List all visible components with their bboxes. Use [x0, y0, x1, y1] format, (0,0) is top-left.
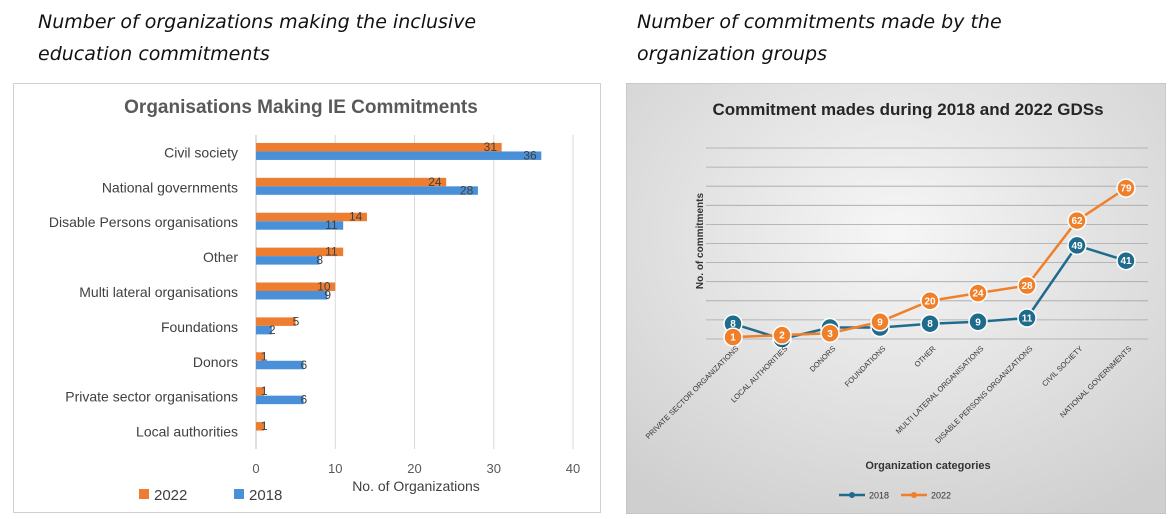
left-caption-line-2: education commitments [38, 43, 270, 65]
line-point-2022 [1116, 178, 1136, 198]
line-data-label: 62 [1071, 216, 1083, 227]
bar-2018 [256, 151, 542, 160]
line-data-label: 49 [1071, 241, 1083, 252]
bar-chart: Organisations Making IE Commitments 31 36… [13, 83, 601, 513]
line-point-2022 [920, 291, 940, 311]
bar-data-label: 6 [301, 358, 308, 372]
line-data-label: 8 [730, 319, 736, 330]
bar-data-label: 28 [460, 183, 474, 197]
line-legend-marker-2018 [849, 492, 855, 498]
right-caption-line-1: Number of commitments made by the [637, 11, 1002, 33]
bar-category-label: Disable Persons organisations [49, 214, 238, 230]
bar-2022 [256, 422, 264, 431]
line-point-2022 [968, 283, 988, 303]
bar-2018 [256, 395, 304, 405]
left-caption: Number of organizations making the inclu… [38, 6, 476, 70]
line-point-2022 [870, 312, 890, 332]
bar-category-label: Donors [193, 354, 238, 370]
bar-2022 [256, 142, 502, 152]
bar-2018 [256, 186, 478, 195]
bar-data-label: 1 [261, 349, 268, 363]
line-chart-y-axis-label: No. of commitments [695, 193, 706, 290]
bar-x-tick-label: 10 [328, 461, 342, 476]
bar-category-label: Local authorities [136, 424, 238, 440]
bar-data-label: 36 [523, 148, 537, 162]
bar-data-label: 1 [261, 419, 268, 433]
bar-chart-title: Organisations Making IE Commitments [124, 97, 478, 118]
bar-data-label: 8 [316, 253, 323, 267]
bar-category-label: Private sector organisations [65, 389, 238, 405]
bar-category-label: National governments [102, 179, 238, 195]
bar-2022 [256, 282, 336, 291]
bar-2022 [256, 247, 344, 257]
right-caption: Number of commitments made by the organi… [637, 6, 1002, 70]
line-point-2022 [723, 327, 743, 347]
line-data-label: 9 [877, 317, 883, 328]
line-chart-x-axis-label: Organization categories [865, 460, 990, 472]
bar-2022 [256, 177, 447, 187]
bar-data-label: 10 [317, 280, 331, 294]
line-point-2018 [920, 313, 940, 334]
bar-chart-x-axis-label: No. of Organizations [352, 478, 480, 494]
bar-category-label: Multi lateral organisations [79, 284, 238, 300]
bar-2018 [256, 325, 272, 335]
line-point-2018 [1067, 235, 1087, 256]
line-chart: Commitment mades during 2018 and 2022 GD… [626, 83, 1166, 514]
bar-data-label: 24 [428, 175, 442, 189]
bar-category-label: Foundations [161, 319, 238, 335]
line-data-label: 9 [975, 317, 981, 328]
bar-data-label: 5 [293, 314, 300, 328]
bar-data-label: 14 [349, 210, 363, 224]
bar-data-label: 11 [325, 245, 338, 259]
line-data-label: 28 [1021, 281, 1033, 292]
bar-legend-swatch-2018 [234, 489, 244, 499]
bar-2018 [256, 291, 328, 300]
bar-x-tick-label: 0 [252, 461, 259, 476]
bar-2022 [256, 387, 264, 396]
line-point-2022 [820, 323, 840, 344]
line-data-label: 3 [827, 329, 833, 340]
line-data-label: 1 [730, 333, 736, 344]
bar-2018 [256, 256, 320, 265]
bar-2022 [256, 212, 367, 222]
left-caption-line-1: Number of organizations making the inclu… [38, 11, 477, 33]
line-data-label: 2 [779, 331, 785, 342]
line-legend-label-2018: 2018 [869, 491, 889, 501]
bar-data-label: 11 [325, 218, 338, 232]
line-point-2022 [1067, 210, 1087, 231]
line-chart-title: Commitment mades during 2018 and 2022 GD… [712, 100, 1103, 119]
bar-data-label: 2 [269, 323, 276, 337]
bar-legend-label-2022: 2022 [154, 487, 187, 504]
line-data-label: 24 [972, 289, 984, 300]
bar-data-label: 9 [324, 288, 331, 302]
line-data-label: 41 [1120, 256, 1132, 267]
bar-2018 [256, 360, 304, 370]
line-chart-frame [626, 83, 1166, 514]
line-data-label: 79 [1120, 184, 1132, 195]
bar-x-tick-label: 20 [407, 461, 421, 476]
bar-2022 [256, 352, 264, 361]
line-point-2022 [1017, 275, 1037, 296]
bar-2022 [256, 317, 296, 326]
bar-data-label: 31 [484, 140, 498, 154]
line-data-label: 8 [927, 319, 933, 330]
bar-legend-label-2018: 2018 [249, 487, 282, 504]
bar-x-tick-label: 30 [487, 461, 501, 476]
bar-2018 [256, 221, 344, 230]
line-legend-label-2022: 2022 [931, 491, 951, 501]
line-legend-marker-2022 [911, 492, 917, 498]
line-point-2018 [1017, 308, 1037, 328]
bar-legend-swatch-2022 [139, 489, 149, 499]
line-point-2022 [772, 325, 792, 345]
bar-data-label: 6 [301, 393, 308, 407]
right-caption-line-2: organization groups [637, 43, 828, 65]
bar-category-label: Other [203, 249, 238, 265]
line-point-2018 [968, 312, 988, 332]
line-point-2018 [1116, 250, 1136, 271]
bar-x-tick-label: 40 [566, 461, 580, 476]
line-data-label: 11 [1022, 313, 1033, 324]
line-data-label: 20 [924, 296, 936, 307]
bar-data-label: 1 [261, 384, 268, 398]
bar-category-label: Civil society [164, 144, 238, 160]
